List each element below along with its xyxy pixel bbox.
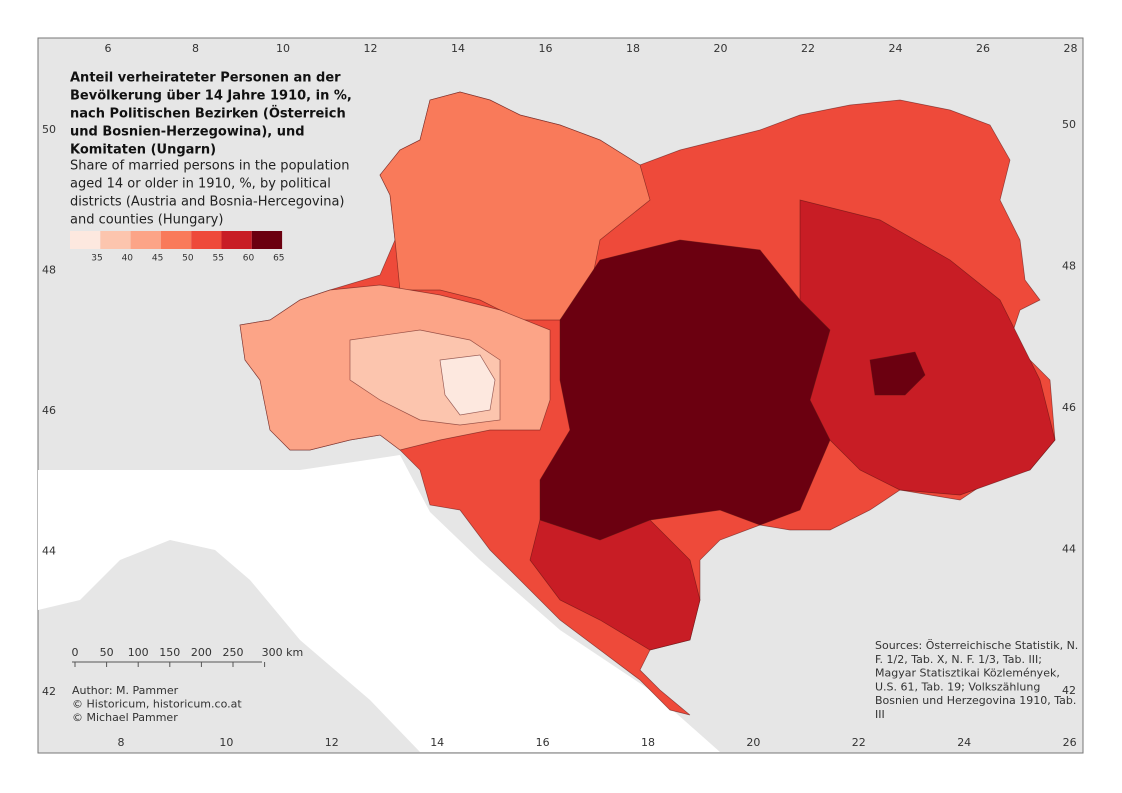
frame-label-bottom: 26	[1063, 736, 1077, 749]
legend-swatch	[70, 231, 101, 249]
frame-label-right: 44	[1062, 543, 1076, 556]
legend-label: 65	[273, 254, 284, 264]
frame-label-left: 48	[42, 264, 56, 277]
source-line: III	[875, 708, 885, 721]
transylvania	[799, 199, 1056, 496]
carinthia	[439, 354, 496, 416]
author-line: © Historicum, historicum.co.at	[72, 698, 242, 711]
frame-label-top: 18	[626, 42, 640, 55]
szekler	[869, 351, 926, 396]
scale-label: 300 km	[262, 646, 304, 659]
source-line: U.S. 61, Tab. 19; Volkszählung	[875, 680, 1040, 693]
title-en-line: Share of married persons in the populati…	[70, 159, 350, 174]
title-de-line: Bevölkerung über 14 Jahre 1910, in %,	[70, 89, 352, 104]
source-line: Sources: Österreichische Statistik, N.	[875, 639, 1078, 652]
frame-label-bottom: 8	[118, 736, 125, 749]
scale-label: 0	[72, 646, 79, 659]
frame-label-top: 22	[801, 42, 815, 55]
title-en-line: and counties (Hungary)	[70, 213, 223, 228]
legend-swatch	[221, 231, 252, 249]
legend-label: 50	[182, 254, 194, 264]
title-de-line: Komitaten (Ungarn)	[70, 143, 216, 158]
legend-label: 35	[91, 254, 102, 264]
frame-label-top: 28	[1064, 42, 1078, 55]
hungary-core	[539, 239, 831, 541]
scale-label: 200	[191, 646, 212, 659]
source-line: Bosnien und Herzegovina 1910, Tab.	[875, 694, 1076, 707]
source-line: Magyar Statisztikai Közlemények,	[875, 667, 1060, 680]
frame-label-bottom: 14	[430, 736, 444, 749]
title-de-line: nach Politischen Bezirken (Österreich	[70, 106, 346, 122]
sea	[38, 455, 720, 752]
frame-label-left: 42	[42, 685, 56, 698]
title-en-line: districts (Austria and Bosnia-Hercegovin…	[70, 195, 344, 210]
frame-label-top: 16	[539, 42, 553, 55]
frame-label-bottom: 24	[957, 736, 971, 749]
bohemia-austria	[379, 91, 651, 321]
frame-label-left: 50	[42, 123, 56, 136]
scale-label: 250	[223, 646, 244, 659]
frame-label-top: 14	[451, 42, 465, 55]
title-de-line: Anteil verheirateter Personen an der	[70, 71, 341, 86]
author-line: © Michael Pammer	[72, 711, 178, 724]
legend-swatch	[100, 231, 131, 249]
legend-swatch	[160, 231, 192, 249]
legend-swatch	[191, 231, 222, 249]
source-line: F. 1/2, Tab. X, N. F. 1/3, Tab. III;	[875, 653, 1042, 666]
legend-label: 40	[122, 254, 134, 264]
legend-label: 55	[212, 254, 223, 264]
frame-label-bottom: 20	[746, 736, 760, 749]
frame-label-top: 20	[714, 42, 728, 55]
frame-label-bottom: 22	[852, 736, 866, 749]
frame-label-right: 42	[1062, 684, 1076, 697]
legend-label: 60	[243, 254, 255, 264]
frame-label-bottom: 10	[219, 736, 233, 749]
legend-label: 45	[152, 254, 163, 264]
frame-label-top: 6	[105, 42, 112, 55]
frame-label-bottom: 16	[536, 736, 550, 749]
frame-label-right: 50	[1062, 118, 1076, 131]
scale-label: 100	[128, 646, 149, 659]
frame-label-bottom: 12	[325, 736, 339, 749]
bosnia	[529, 519, 701, 651]
frame-label-bottom: 18	[641, 736, 655, 749]
frame-label-right: 46	[1062, 401, 1076, 414]
author-line: Author: M. Pammer	[72, 684, 179, 697]
title-de-line: und Bosnien-Herzegowina), und	[70, 125, 305, 140]
scale-label: 50	[100, 646, 114, 659]
frame-label-left: 44	[42, 545, 56, 558]
frame-label-top: 26	[976, 42, 990, 55]
frame-label-top: 12	[364, 42, 378, 55]
frame-label-top: 24	[889, 42, 903, 55]
frame-label-top: 8	[192, 42, 199, 55]
frame-label-top: 10	[276, 42, 290, 55]
legend-swatch	[251, 231, 283, 249]
frame-label-right: 48	[1062, 260, 1076, 273]
frame-label-left: 46	[42, 404, 56, 417]
legend-swatch	[130, 231, 161, 249]
scale-label: 150	[159, 646, 180, 659]
title-en-line: aged 14 or older in 1910, %, by politica…	[70, 177, 331, 192]
